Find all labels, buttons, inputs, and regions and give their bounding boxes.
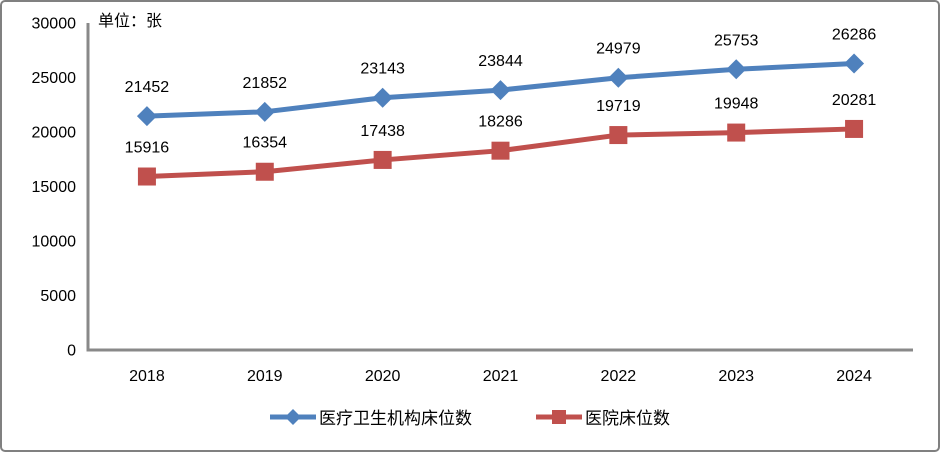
y-axis-tick-label: 30000 <box>32 16 77 33</box>
x-axis-tick-label: 2020 <box>365 368 401 385</box>
legend-marker-square-icon <box>536 409 582 424</box>
legend-series-label: 医疗卫生机构床位数 <box>319 409 472 428</box>
marker-square-icon <box>491 141 510 160</box>
y-axis-tick-label: 15000 <box>32 179 77 196</box>
y-axis-tick-label: 20000 <box>32 125 77 142</box>
data-label: 15916 <box>125 140 170 157</box>
marker-square-icon <box>727 123 746 142</box>
data-label: 23844 <box>478 53 523 70</box>
data-label: 25753 <box>714 32 759 49</box>
y-axis-tick-label: 5000 <box>40 288 76 305</box>
legend-series-label: 医院床位数 <box>585 409 670 428</box>
data-label: 21452 <box>125 79 170 96</box>
chart-legend: 医疗卫生机构床位数 医院床位数 <box>2 404 938 429</box>
marker-diamond-icon <box>726 59 747 80</box>
marker-diamond-icon <box>844 53 865 74</box>
x-axis-tick-label: 2024 <box>836 368 872 385</box>
data-label: 21852 <box>243 75 288 92</box>
marker-diamond-icon <box>136 106 157 127</box>
unit-label: 单位：张 <box>98 12 162 30</box>
data-label: 17438 <box>360 123 405 140</box>
legend-marker-diamond-icon <box>270 408 316 425</box>
data-label: 19948 <box>714 96 759 113</box>
data-label: 24979 <box>596 41 641 58</box>
marker-diamond-icon <box>490 80 511 101</box>
data-label: 23143 <box>360 61 405 78</box>
y-axis-tick-label: 10000 <box>32 234 77 251</box>
data-label: 19719 <box>596 98 641 115</box>
marker-diamond-icon <box>254 101 275 122</box>
marker-square-icon <box>373 150 392 169</box>
x-axis-tick-label: 2022 <box>601 368 637 385</box>
x-axis-tick-label: 2023 <box>718 368 754 385</box>
marker-diamond-icon <box>372 87 393 108</box>
data-label: 18286 <box>478 114 523 131</box>
data-label: 20281 <box>832 92 877 109</box>
y-axis-tick-label: 0 <box>67 343 76 360</box>
data-label: 26286 <box>832 26 877 43</box>
marker-square-icon <box>255 162 274 181</box>
marker-diamond-icon <box>608 67 629 88</box>
legend-item-0: 医疗卫生机构床位数 <box>270 404 472 429</box>
marker-square-icon <box>845 119 864 138</box>
marker-square-icon <box>609 126 628 145</box>
data-label: 16354 <box>243 135 288 152</box>
x-axis-tick-label: 2019 <box>247 368 283 385</box>
legend-item-1: 医院床位数 <box>536 404 670 429</box>
x-axis-tick-label: 2021 <box>483 368 519 385</box>
x-axis-tick-label: 2018 <box>129 368 165 385</box>
y-axis-tick-label: 25000 <box>32 70 77 87</box>
marker-square-icon <box>137 167 156 186</box>
